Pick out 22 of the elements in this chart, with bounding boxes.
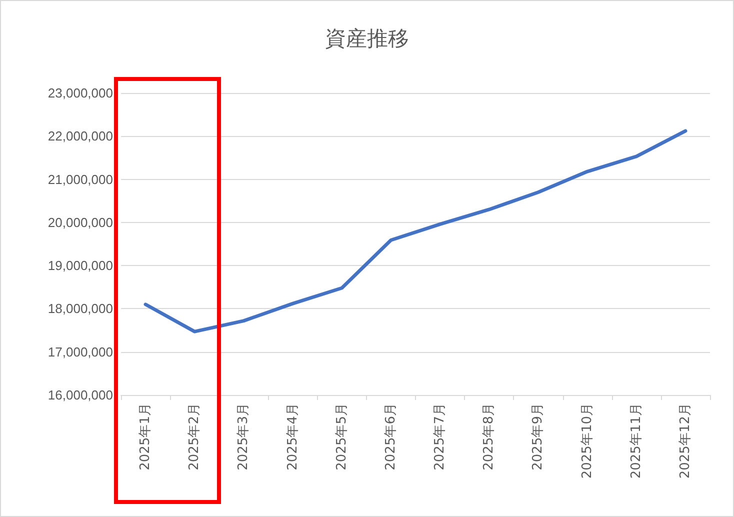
y-tick-label: 18,000,000 (48, 301, 113, 316)
x-tick-label: 2025年9月 (530, 403, 546, 470)
x-tick-label: 2025年11月 (628, 403, 644, 479)
y-tick-label: 16,000,000 (48, 388, 113, 402)
x-tick-label: 2025年4月 (285, 403, 300, 470)
y-tick-label: 19,000,000 (48, 258, 113, 274)
x-tick-label: 2025年2月 (187, 403, 202, 470)
x-tick-label: 2025年5月 (334, 403, 350, 470)
x-tick-label: 2025年6月 (383, 403, 398, 470)
x-tick-label: 2025年10月 (580, 403, 595, 479)
y-tick-label: 17,000,000 (48, 344, 113, 360)
y-tick-label: 22,000,000 (48, 128, 113, 144)
line-series (144, 129, 688, 334)
x-tick-label: 2025年1月 (138, 403, 154, 470)
y-tick-label: 23,000,000 (48, 86, 113, 100)
y-tick-label: 20,000,000 (48, 214, 113, 230)
x-tick-label: 2025年3月 (236, 403, 252, 470)
x-tick-label: 2025年7月 (432, 403, 448, 470)
x-tick-label: 2025年12月 (678, 403, 693, 479)
y-tick-label: 21,000,000 (48, 172, 113, 187)
x-tick-label: 2025年8月 (482, 403, 497, 470)
chart-title: 資産推移 (325, 26, 409, 50)
